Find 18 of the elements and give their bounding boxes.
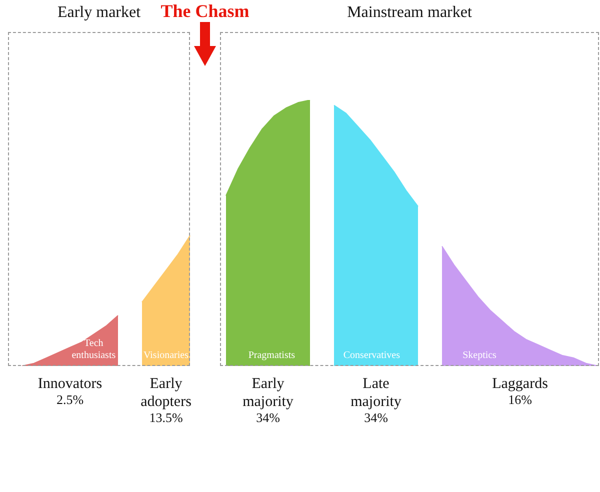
annotation: Tech enthusiasts bbox=[72, 338, 116, 361]
text: Mainstream market bbox=[347, 4, 472, 21]
text: The Chasm bbox=[160, 1, 250, 21]
text: 34% bbox=[256, 410, 280, 425]
series-label: Early majority bbox=[242, 376, 294, 410]
annotation: Conservatives bbox=[343, 350, 400, 361]
series-label: Early adopters bbox=[140, 376, 192, 410]
series-label: Late majority bbox=[350, 376, 402, 410]
text: 2.5% bbox=[56, 392, 84, 407]
series-label: Innovators bbox=[38, 376, 102, 392]
annotation: Pragmatists bbox=[248, 350, 296, 361]
text: 16% bbox=[508, 392, 532, 407]
text: 13.5% bbox=[149, 410, 183, 425]
series-label: Laggards bbox=[492, 376, 548, 392]
text: Early market bbox=[57, 4, 142, 21]
text: 34% bbox=[364, 410, 388, 425]
annotation: Visionaries bbox=[144, 350, 189, 361]
annotation: Skeptics bbox=[462, 350, 497, 361]
